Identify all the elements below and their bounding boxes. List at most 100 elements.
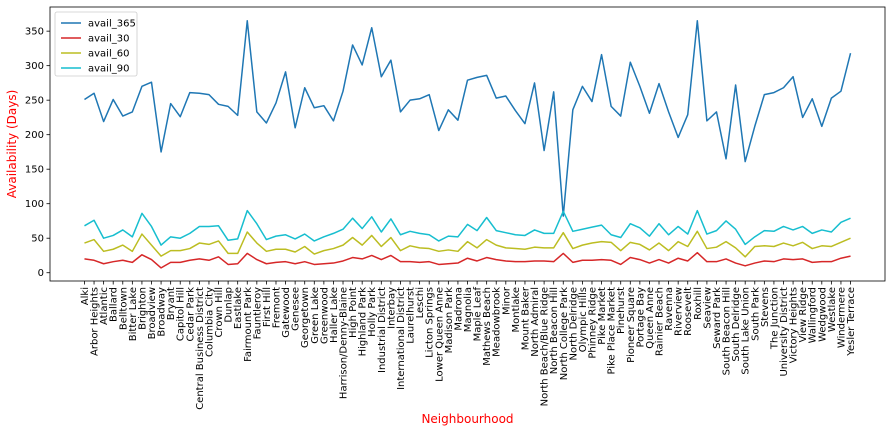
x-tick-label: Minor [501,286,512,315]
x-tick-label: Cedar Park [185,287,196,342]
x-tick-label: Portage Bay [635,287,646,348]
y-tick-label: 0 [38,268,44,279]
x-tick-label: North College Park [559,287,570,380]
x-tick-label: Queen Anne [645,287,656,349]
x-tick-label: Holly Park [367,287,378,337]
plot-frame [49,6,886,282]
x-tick-label: Genesee [291,287,302,331]
x-tick-label: Broadview [147,287,158,339]
x-tick-label: Interbay [386,287,397,329]
x-tick-label: Harrison/Denny-Blaine [339,287,350,399]
legend-label-avail_90: avail_90 [88,64,129,75]
x-tick-label: South Park [750,287,761,341]
x-tick-label: Roxhill [693,287,704,320]
x-tick-label: Fremont [271,287,282,328]
x-tick-label: Pioneer Square [626,287,637,363]
x-tick-label: Alki [80,287,91,305]
x-tick-label: Gatewood [281,287,292,338]
x-tick-label: Lower Queen Anne [434,287,445,382]
x-tick-label: View Ridge [798,287,809,342]
x-tick-label: First Hill [262,287,273,327]
x-tick-label: Leschi [415,287,426,318]
x-tick-label: North Delridge [568,287,579,361]
x-tick-label: Windermere [836,287,847,348]
x-tick-label: Greenwood [319,287,330,344]
legend: avail_365 avail_30 avail_60 avail_90 [54,11,138,77]
x-tick-label: Georgetown [300,287,311,348]
y-tick-label: 350 [25,27,44,38]
x-tick-label: Rainier Beach [655,287,666,356]
x-tick-label: Roosevelt [683,287,694,336]
series-layer [84,20,852,269]
y-tick-label: 300 [25,61,44,72]
x-tick-label: Eastlake [233,287,244,329]
series-line-avail_365 [84,20,852,217]
legend-label-avail_60: avail_60 [88,49,129,60]
x-tick-label: Meadowbrook [492,287,503,357]
x-tick-label: Stevens [760,287,771,327]
x-tick-label: Mount Baker [520,286,531,350]
x-tick-label: South Delridge [731,287,742,362]
x-tick-label: High Point [348,287,359,338]
x-tick-label: Highland Park [358,287,369,357]
x-tick-label: Green Lake [310,287,321,344]
x-tick-label: Industrial District [377,287,388,373]
x-tick-label: Laurelhurst [406,287,417,344]
x-tick-label: Montlake [511,287,522,333]
x-tick-label: Bryant [166,287,177,320]
x-tick-label: Olympic Hills [578,287,589,352]
x-tick-label: Magnolia [463,287,474,332]
x-tick-label: Haller Lake [329,287,340,343]
x-tick-label: Columbia City [204,287,215,357]
x-tick-label: North Beacon Hill [549,287,560,374]
x-tick-label: North Admiral [530,287,541,357]
x-tick-label: Victory Heights [789,287,800,363]
y-axis: 0 50 100 150 200 250 300 350 [25,27,50,279]
x-axis-label: Neighbourhood [421,412,513,426]
legend-label-avail_30: avail_30 [88,34,129,45]
y-axis-label: Availability (Days) [5,90,19,199]
legend-box [54,11,138,77]
x-tick-label: The Junction [769,287,780,350]
x-tick-label: Fauntleroy [252,287,263,339]
x-tick-label: Wallingford [808,287,819,343]
x-tick-label: Licton Springs [425,287,436,358]
x-tick-label: Ravenna [664,287,675,331]
legend-label-avail_365: avail_365 [88,19,136,30]
x-tick-label: Dunlap [224,287,235,323]
x-tick-label: South Beacon Hill [722,287,733,375]
x-tick-label: Phinney Ridge [587,287,598,359]
x-tick-label: Seward Park [712,287,723,349]
x-tick-label: Bitter Lake [128,287,139,341]
x-tick-label: Crown Hill [214,287,225,338]
x-tick-label: Riverview [674,287,685,336]
x-tick-label: Madison Park [444,287,455,354]
x-tick-label: Atlantic [99,287,110,325]
x-tick-label: Capitol Hill [176,287,187,341]
x-tick-label: Madrona [453,287,464,331]
x-tick-label: Pike Market [597,287,608,345]
x-tick-label: Arbor Heights [90,287,101,356]
x-tick-label: Ballard [109,287,120,322]
x-tick-label: South Lake Union [741,287,752,375]
x-tick-label: Wedgwood [817,287,828,342]
series-line-avail_30 [84,251,851,269]
y-tick-label: 200 [25,130,44,141]
x-tick-label: Fairmount Park [243,287,254,362]
x-tick-label: Brighton [137,287,148,330]
x-tick-label: Westlake [827,287,838,332]
x-tick-label: Yesler Terrace [846,287,857,357]
series-line-avail_60 [84,230,851,258]
x-tick-label: Pike Place Market [607,287,618,375]
x-tick-label: International District [396,287,407,390]
x-tick-label: Maple Leaf [473,287,484,342]
y-tick-label: 150 [25,165,44,176]
x-tick-label: Pinehurst [616,287,627,334]
x-tick-label: Belltown [118,287,129,330]
y-tick-label: 100 [25,199,44,210]
x-tick-label: Mathews Beach [482,287,493,366]
y-tick-label: 50 [31,234,44,245]
x-tick-label: Seaview [702,287,713,329]
